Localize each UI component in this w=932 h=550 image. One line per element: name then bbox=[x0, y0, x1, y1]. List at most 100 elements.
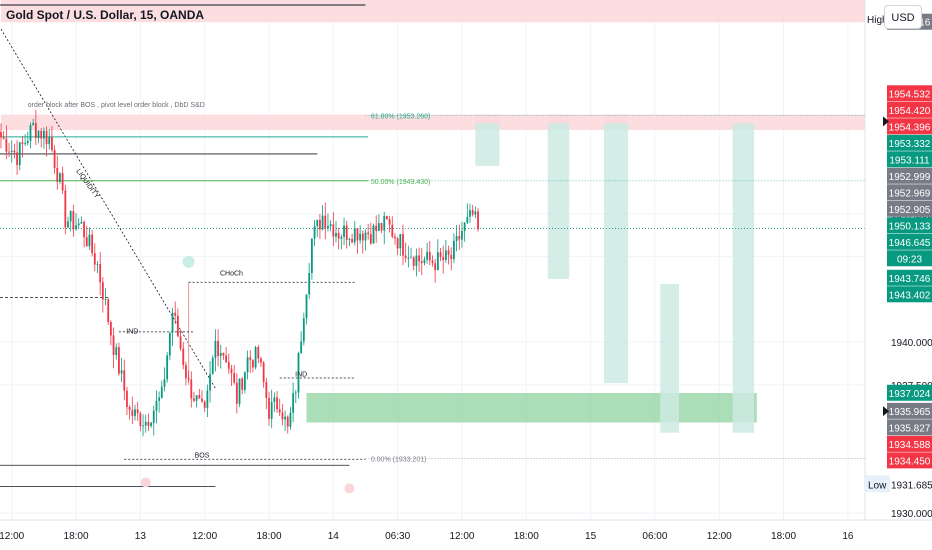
candle-body bbox=[423, 259, 426, 264]
price-tag bbox=[887, 269, 932, 286]
candle-body bbox=[396, 238, 399, 249]
candle-body bbox=[474, 211, 477, 215]
candle-body bbox=[340, 236, 343, 239]
candle-body bbox=[294, 392, 297, 394]
candle-body bbox=[211, 357, 214, 375]
time-tick-label: 12:00 bbox=[192, 531, 217, 542]
candle-body bbox=[386, 215, 388, 220]
price-tag-label: 1952.905 bbox=[889, 205, 931, 216]
price-tag bbox=[887, 184, 932, 201]
candle-body bbox=[404, 255, 407, 259]
candle-body bbox=[276, 397, 278, 410]
candle-body bbox=[241, 378, 244, 390]
candle-body bbox=[292, 393, 295, 413]
candle-body bbox=[391, 224, 394, 237]
candle-body bbox=[32, 123, 35, 126]
candle-body bbox=[128, 406, 131, 410]
price-tag bbox=[887, 419, 932, 436]
candle-body bbox=[10, 150, 13, 152]
teal-zone bbox=[604, 123, 629, 384]
candle-body bbox=[353, 228, 356, 243]
price-tag-label: 1935.827 bbox=[889, 423, 931, 434]
candle-body bbox=[126, 390, 128, 407]
candle-body bbox=[219, 352, 222, 357]
liquidity-trendline bbox=[0, 28, 216, 389]
candle-body bbox=[436, 252, 439, 271]
candle-body bbox=[163, 379, 166, 387]
annotation-liquidity: LIQUIDITY bbox=[74, 168, 100, 200]
candle-body bbox=[243, 372, 246, 390]
annotation-bos: BOS bbox=[195, 453, 210, 460]
price-tag bbox=[887, 233, 932, 250]
price-tag-label: 1943.746 bbox=[889, 274, 931, 285]
candle-body bbox=[139, 413, 142, 427]
candle-body bbox=[101, 282, 104, 300]
annotation-ind: IND bbox=[126, 329, 138, 336]
candle-body bbox=[69, 211, 72, 222]
candle-body bbox=[463, 222, 466, 231]
candle-body bbox=[469, 210, 471, 217]
candle-body bbox=[444, 250, 447, 261]
currency-button[interactable]: USD bbox=[884, 5, 922, 29]
candle-body bbox=[246, 357, 249, 373]
annotation-ind: IND bbox=[295, 371, 307, 378]
candle-body bbox=[64, 190, 67, 228]
candle-body bbox=[466, 216, 469, 223]
candle-body bbox=[273, 397, 276, 402]
candle-body bbox=[426, 251, 429, 260]
time-tick-label: 18:00 bbox=[64, 531, 89, 542]
candle-body bbox=[286, 416, 289, 427]
candle-body bbox=[361, 233, 364, 241]
candle-body bbox=[195, 395, 198, 401]
price-tag bbox=[887, 85, 932, 102]
candle-body bbox=[471, 210, 474, 215]
candle-body bbox=[2, 137, 5, 139]
axis-pointer-icon bbox=[883, 406, 889, 417]
candle-body bbox=[53, 149, 56, 168]
price-tag bbox=[887, 167, 932, 184]
candle-body bbox=[348, 238, 351, 240]
price-tag-label: 1952.969 bbox=[889, 188, 931, 199]
candle-body bbox=[415, 255, 418, 266]
candle-body bbox=[439, 252, 442, 257]
fib-level-label: 50.00% (1949.430) bbox=[371, 179, 431, 186]
candle-body bbox=[155, 400, 158, 411]
candle-body bbox=[356, 228, 359, 241]
candle-body bbox=[209, 374, 211, 391]
candle-body bbox=[37, 130, 40, 138]
candle-body bbox=[5, 138, 8, 152]
price-tag bbox=[887, 286, 932, 303]
price-tag-label: 1953.332 bbox=[889, 139, 931, 150]
teal-zone bbox=[660, 283, 680, 433]
price-tag-label: 1935.965 bbox=[889, 407, 931, 418]
low-label-bg bbox=[864, 475, 890, 493]
candle-body bbox=[96, 264, 99, 265]
candle-body bbox=[45, 130, 48, 145]
candle-body bbox=[40, 130, 43, 139]
candle-body bbox=[115, 347, 118, 355]
candle-body bbox=[193, 398, 195, 401]
candle-body bbox=[217, 340, 219, 357]
candle-body bbox=[80, 221, 83, 224]
candle-body bbox=[59, 173, 61, 182]
candle-body bbox=[230, 368, 233, 374]
candle-body bbox=[176, 315, 179, 337]
candle-body bbox=[227, 362, 230, 369]
low-marker bbox=[140, 477, 151, 488]
candle-body bbox=[375, 225, 378, 231]
candle-body bbox=[380, 223, 383, 231]
time-tick-label: 18:00 bbox=[771, 531, 796, 542]
candle-body bbox=[399, 234, 402, 249]
time-tick-label: 16 bbox=[842, 531, 854, 542]
candle-body bbox=[327, 226, 329, 229]
candle-body bbox=[235, 382, 238, 404]
candle-body bbox=[278, 409, 281, 413]
candle-body bbox=[72, 211, 75, 230]
candle-body bbox=[158, 397, 161, 401]
candle-body bbox=[67, 221, 69, 228]
candle-body bbox=[112, 335, 115, 355]
candle-body bbox=[88, 234, 91, 247]
candle-body bbox=[335, 232, 337, 237]
